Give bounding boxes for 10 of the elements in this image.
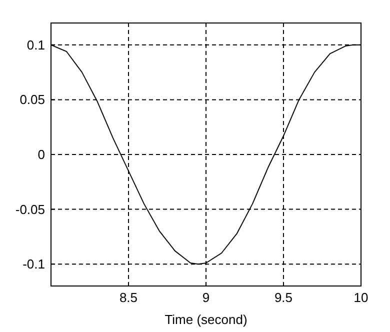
y-tick-label: 0.05 <box>20 92 45 108</box>
x-tick-label: 9 <box>202 290 210 305</box>
x-tick-label: 10 <box>354 290 368 305</box>
y-tick-label: -0.05 <box>15 202 45 217</box>
y-tick-label: 0 <box>38 147 45 162</box>
x-axis-title: Time (second) <box>164 312 248 327</box>
x-tick-label: 8.5 <box>119 290 138 305</box>
x-tick-label: 9.5 <box>274 290 293 305</box>
y-tick-label: 0.1 <box>26 37 45 52</box>
y-tick-label: -0.1 <box>22 256 45 272</box>
